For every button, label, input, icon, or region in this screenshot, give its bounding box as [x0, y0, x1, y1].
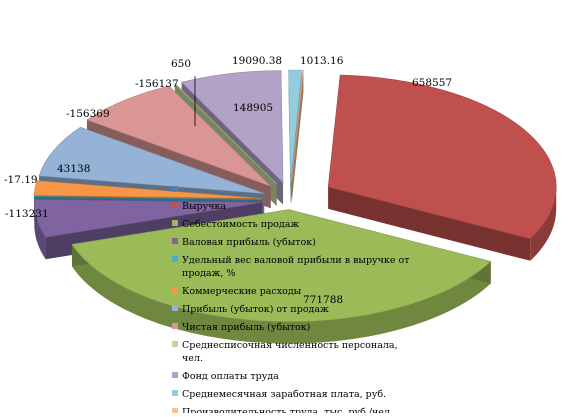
pie-slice-8 [174, 83, 277, 185]
legend-marker [172, 372, 178, 378]
pie-slice-wall [291, 70, 304, 205]
legend-label: Удельный вес валовой прибыли в выручке о… [182, 255, 409, 266]
legend-label: продаж, % [182, 268, 235, 279]
pie-slice-5 [33, 180, 263, 199]
legend-marker [172, 256, 178, 262]
pie-slice-6 [38, 126, 265, 194]
pie-slice-4 [33, 196, 263, 200]
legend-label: Производительность труда, тыс. руб./чел. [182, 407, 393, 413]
legend-marker [172, 238, 178, 244]
pie-slice-7 [86, 85, 271, 187]
data-label: 148905 [233, 102, 273, 114]
legend-label: Среднемесячная заработная плата, руб. [182, 389, 386, 400]
legend-label: Прибыль (убыток) от продаж [182, 304, 329, 315]
data-label: -113231 [5, 208, 49, 220]
legend-marker [172, 341, 178, 347]
legend-label: Фонд оплаты труда [182, 371, 279, 382]
legend-label: Себестоимость продаж [182, 219, 299, 230]
legend-marker [172, 390, 178, 396]
legend-marker [172, 305, 178, 311]
legend-marker [172, 408, 178, 414]
pie-slice-10 [288, 69, 303, 183]
data-label: -156137 [135, 78, 179, 90]
pie-slice-wall [328, 186, 531, 261]
data-label: 43138 [57, 163, 90, 175]
legend-label: чел. [182, 353, 203, 364]
legend-marker [172, 186, 178, 192]
data-label: 650 [171, 58, 191, 70]
data-label: 1013.16 [300, 55, 344, 67]
legend-marker [172, 287, 178, 293]
data-labels: 658557 771788 -113231 -17.19 43138 -156369 -15… [4, 55, 452, 306]
data-label: 658557 [412, 77, 452, 89]
pie-slice-side [34, 202, 46, 260]
legend-marker [172, 323, 178, 329]
pie-slice-2 [71, 209, 492, 322]
pie-slice-side [71, 244, 491, 344]
legend-label: Коммерческие расходы [182, 286, 302, 297]
data-label: 771788 [303, 294, 343, 306]
legend-label: Выручка [182, 201, 226, 212]
pie-slice-9 [181, 70, 284, 184]
pie-slice-side [530, 186, 557, 261]
data-label: 19090.38 [232, 55, 282, 67]
data-label: -156369 [66, 108, 110, 120]
data-label: -17.19 [4, 174, 38, 186]
pie-slice-1 [327, 74, 557, 240]
legend-marker [172, 202, 178, 208]
legend-label: Среднесписочная численность персонала, [182, 340, 398, 351]
pie-slice-3 [34, 198, 263, 238]
pie-tops [33, 69, 557, 322]
legend-label: Валовая прибыль (убыток) [182, 237, 316, 248]
legend: Выручка Себестоимость продаж Валовая прибы… [172, 186, 409, 417]
legend-marker [172, 220, 178, 226]
pie-slice-11 [291, 69, 304, 183]
legend-label: Чистая прибыль (убыток) [182, 322, 310, 333]
